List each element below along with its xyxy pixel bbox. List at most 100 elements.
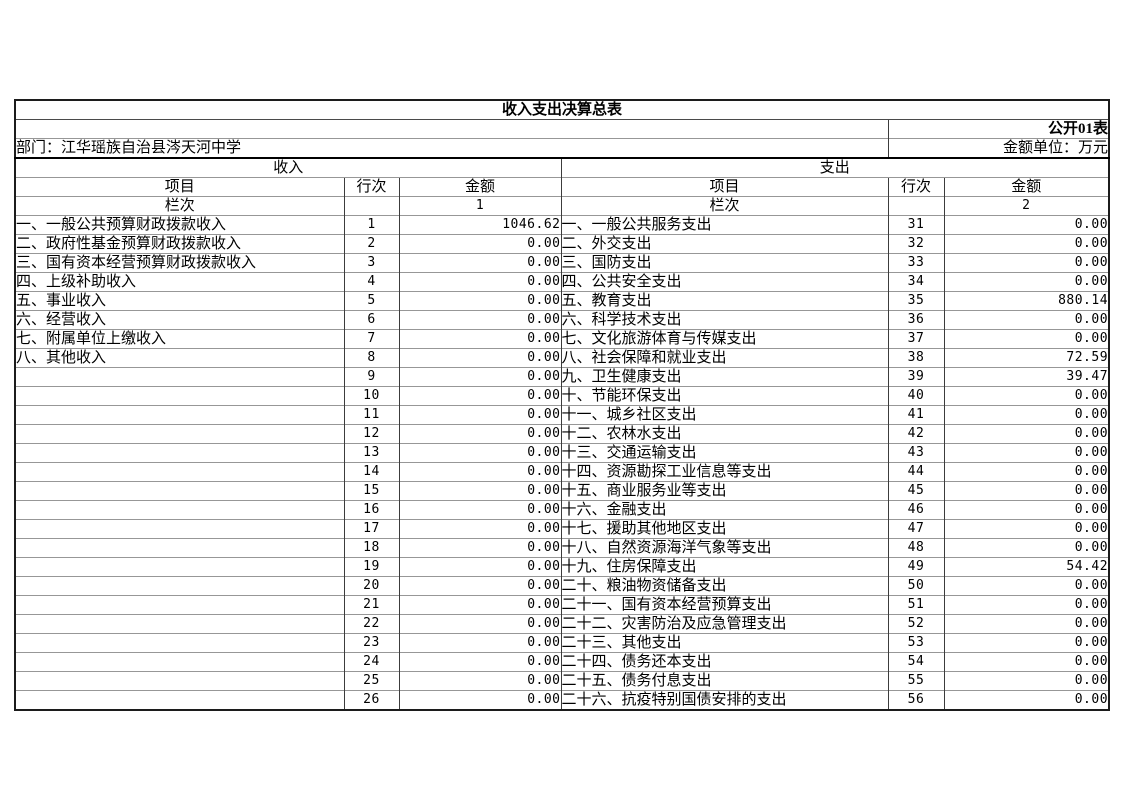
expense-amount: 0.00	[943, 633, 1110, 653]
expense-line-no: 38	[887, 348, 944, 368]
table-body: 一、一般公共预算财政拨款收入 1 1046.62 一、一般公共服务支出 31 0.00 二、…	[15, 215, 1110, 710]
table-row: 七、附属单位上缴收入 7 0.00 七、文化旅游体育与传媒支出 37 0.00	[15, 329, 1110, 349]
expense-amount: 0.00	[943, 671, 1110, 691]
income-amount: 0.00	[398, 348, 561, 368]
income-amount: 0.00	[398, 538, 561, 558]
expense-item-label: 七、文化旅游体育与传媒支出	[560, 329, 888, 349]
expense-line-no: 53	[887, 633, 944, 653]
expense-line-no: 50	[887, 576, 944, 596]
income-item-label: 一、一般公共预算财政拨款收入	[15, 215, 344, 235]
income-line-no: 11	[343, 405, 399, 425]
income-amount-header: 金额	[398, 177, 561, 197]
expense-item-label: 九、卫生健康支出	[560, 367, 888, 387]
income-amount: 0.00	[398, 690, 561, 710]
department-row: 部门：江华瑶族自治县涔天河中学 金额单位：万元	[15, 138, 1110, 159]
expense-line-no: 34	[887, 272, 944, 292]
expense-line-no: 51	[887, 595, 944, 615]
income-amount: 0.00	[398, 481, 561, 501]
income-item-label	[15, 481, 344, 501]
expense-amount: 0.00	[943, 424, 1110, 444]
expense-amount: 0.00	[943, 576, 1110, 596]
income-item-label	[15, 424, 344, 444]
income-line-no: 21	[343, 595, 399, 615]
expense-amount: 0.00	[943, 595, 1110, 615]
table-row: 五、事业收入 5 0.00 五、教育支出 35 880.14	[15, 291, 1110, 311]
table-code-row: 公开01表	[15, 119, 1110, 139]
income-item-label: 三、国有资本经营预算财政拨款收入	[15, 253, 344, 273]
expense-item-label: 十九、住房保障支出	[560, 557, 888, 577]
income-item-label	[15, 367, 344, 387]
expense-item-label: 十四、资源勘探工业信息等支出	[560, 462, 888, 482]
expense-amount: 0.00	[943, 310, 1110, 330]
expense-item-label: 二十一、国有资本经营预算支出	[560, 595, 888, 615]
expense-line-no: 42	[887, 424, 944, 444]
income-item-label	[15, 519, 344, 539]
table-row: 20 0.00 二十、粮油物资储备支出 50 0.00	[15, 576, 1110, 596]
expense-line-no: 35	[887, 291, 944, 311]
table-row: 15 0.00 十五、商业服务业等支出 45 0.00	[15, 481, 1110, 501]
expense-line-no: 31	[887, 215, 944, 235]
expense-item-label: 一、一般公共服务支出	[560, 215, 888, 235]
expense-line-no: 48	[887, 538, 944, 558]
income-amount: 1046.62	[398, 215, 561, 235]
income-line-no: 19	[343, 557, 399, 577]
income-line-no: 26	[343, 690, 399, 710]
expense-line-no: 49	[887, 557, 944, 577]
income-line-no: 6	[343, 310, 399, 330]
expense-amount: 0.00	[943, 215, 1110, 235]
table-row: 24 0.00 二十四、债务还本支出 54 0.00	[15, 652, 1110, 672]
income-item-label: 五、事业收入	[15, 291, 344, 311]
income-item-label	[15, 405, 344, 425]
income-amount: 0.00	[398, 329, 561, 349]
table-row: 9 0.00 九、卫生健康支出 39 39.47	[15, 367, 1110, 387]
expense-item-label: 十六、金融支出	[560, 500, 888, 520]
income-line-no: 9	[343, 367, 399, 387]
income-amount: 0.00	[398, 367, 561, 387]
income-item-label	[15, 671, 344, 691]
income-amount: 0.00	[398, 557, 561, 577]
income-line-header: 行次	[343, 177, 399, 197]
expense-item-label: 十、节能环保支出	[560, 386, 888, 406]
income-line-no: 20	[343, 576, 399, 596]
expense-line-no: 56	[887, 690, 944, 710]
income-line-no: 25	[343, 671, 399, 691]
expense-amount: 0.00	[943, 234, 1110, 254]
expense-item-header: 项目	[560, 177, 888, 197]
income-item-header: 项目	[15, 177, 344, 197]
table-row: 22 0.00 二十二、灾害防治及应急管理支出 52 0.00	[15, 614, 1110, 634]
income-line-no: 18	[343, 538, 399, 558]
expense-line-no: 45	[887, 481, 944, 501]
table-row: 三、国有资本经营预算财政拨款收入 3 0.00 三、国防支出 33 0.00	[15, 253, 1110, 273]
expense-line-no: 44	[887, 462, 944, 482]
income-item-label: 七、附属单位上缴收入	[15, 329, 344, 349]
expense-amount: 0.00	[943, 253, 1110, 273]
column-index-row: 栏次 1 栏次 2	[15, 196, 1110, 216]
income-line-no: 14	[343, 462, 399, 482]
income-item-label	[15, 462, 344, 482]
income-amount: 0.00	[398, 253, 561, 273]
income-line-no: 15	[343, 481, 399, 501]
income-line-no: 16	[343, 500, 399, 520]
table-row: 12 0.00 十二、农林水支出 42 0.00	[15, 424, 1110, 444]
table-row: 13 0.00 十三、交通运输支出 43 0.00	[15, 443, 1110, 463]
expense-amount: 0.00	[943, 405, 1110, 425]
expense-amount: 0.00	[943, 652, 1110, 672]
expense-line-no: 40	[887, 386, 944, 406]
income-item-label	[15, 633, 344, 653]
expense-amount: 0.00	[943, 519, 1110, 539]
expense-item-label: 十二、农林水支出	[560, 424, 888, 444]
expense-item-label: 十五、商业服务业等支出	[560, 481, 888, 501]
expense-amount: 54.42	[943, 557, 1110, 577]
table-code-spacer	[15, 119, 888, 139]
income-line-no: 10	[343, 386, 399, 406]
expense-line-no: 36	[887, 310, 944, 330]
expense-item-label: 二十六、抗疫特别国债安排的支出	[560, 690, 888, 710]
income-item-label	[15, 595, 344, 615]
expense-item-label: 二十三、其他支出	[560, 633, 888, 653]
income-amount: 0.00	[398, 671, 561, 691]
page-title: 收入支出决算总表	[502, 102, 623, 118]
expense-item-label: 六、科学技术支出	[560, 310, 888, 330]
income-item-label	[15, 652, 344, 672]
income-line-no: 13	[343, 443, 399, 463]
expense-amount: 0.00	[943, 481, 1110, 501]
